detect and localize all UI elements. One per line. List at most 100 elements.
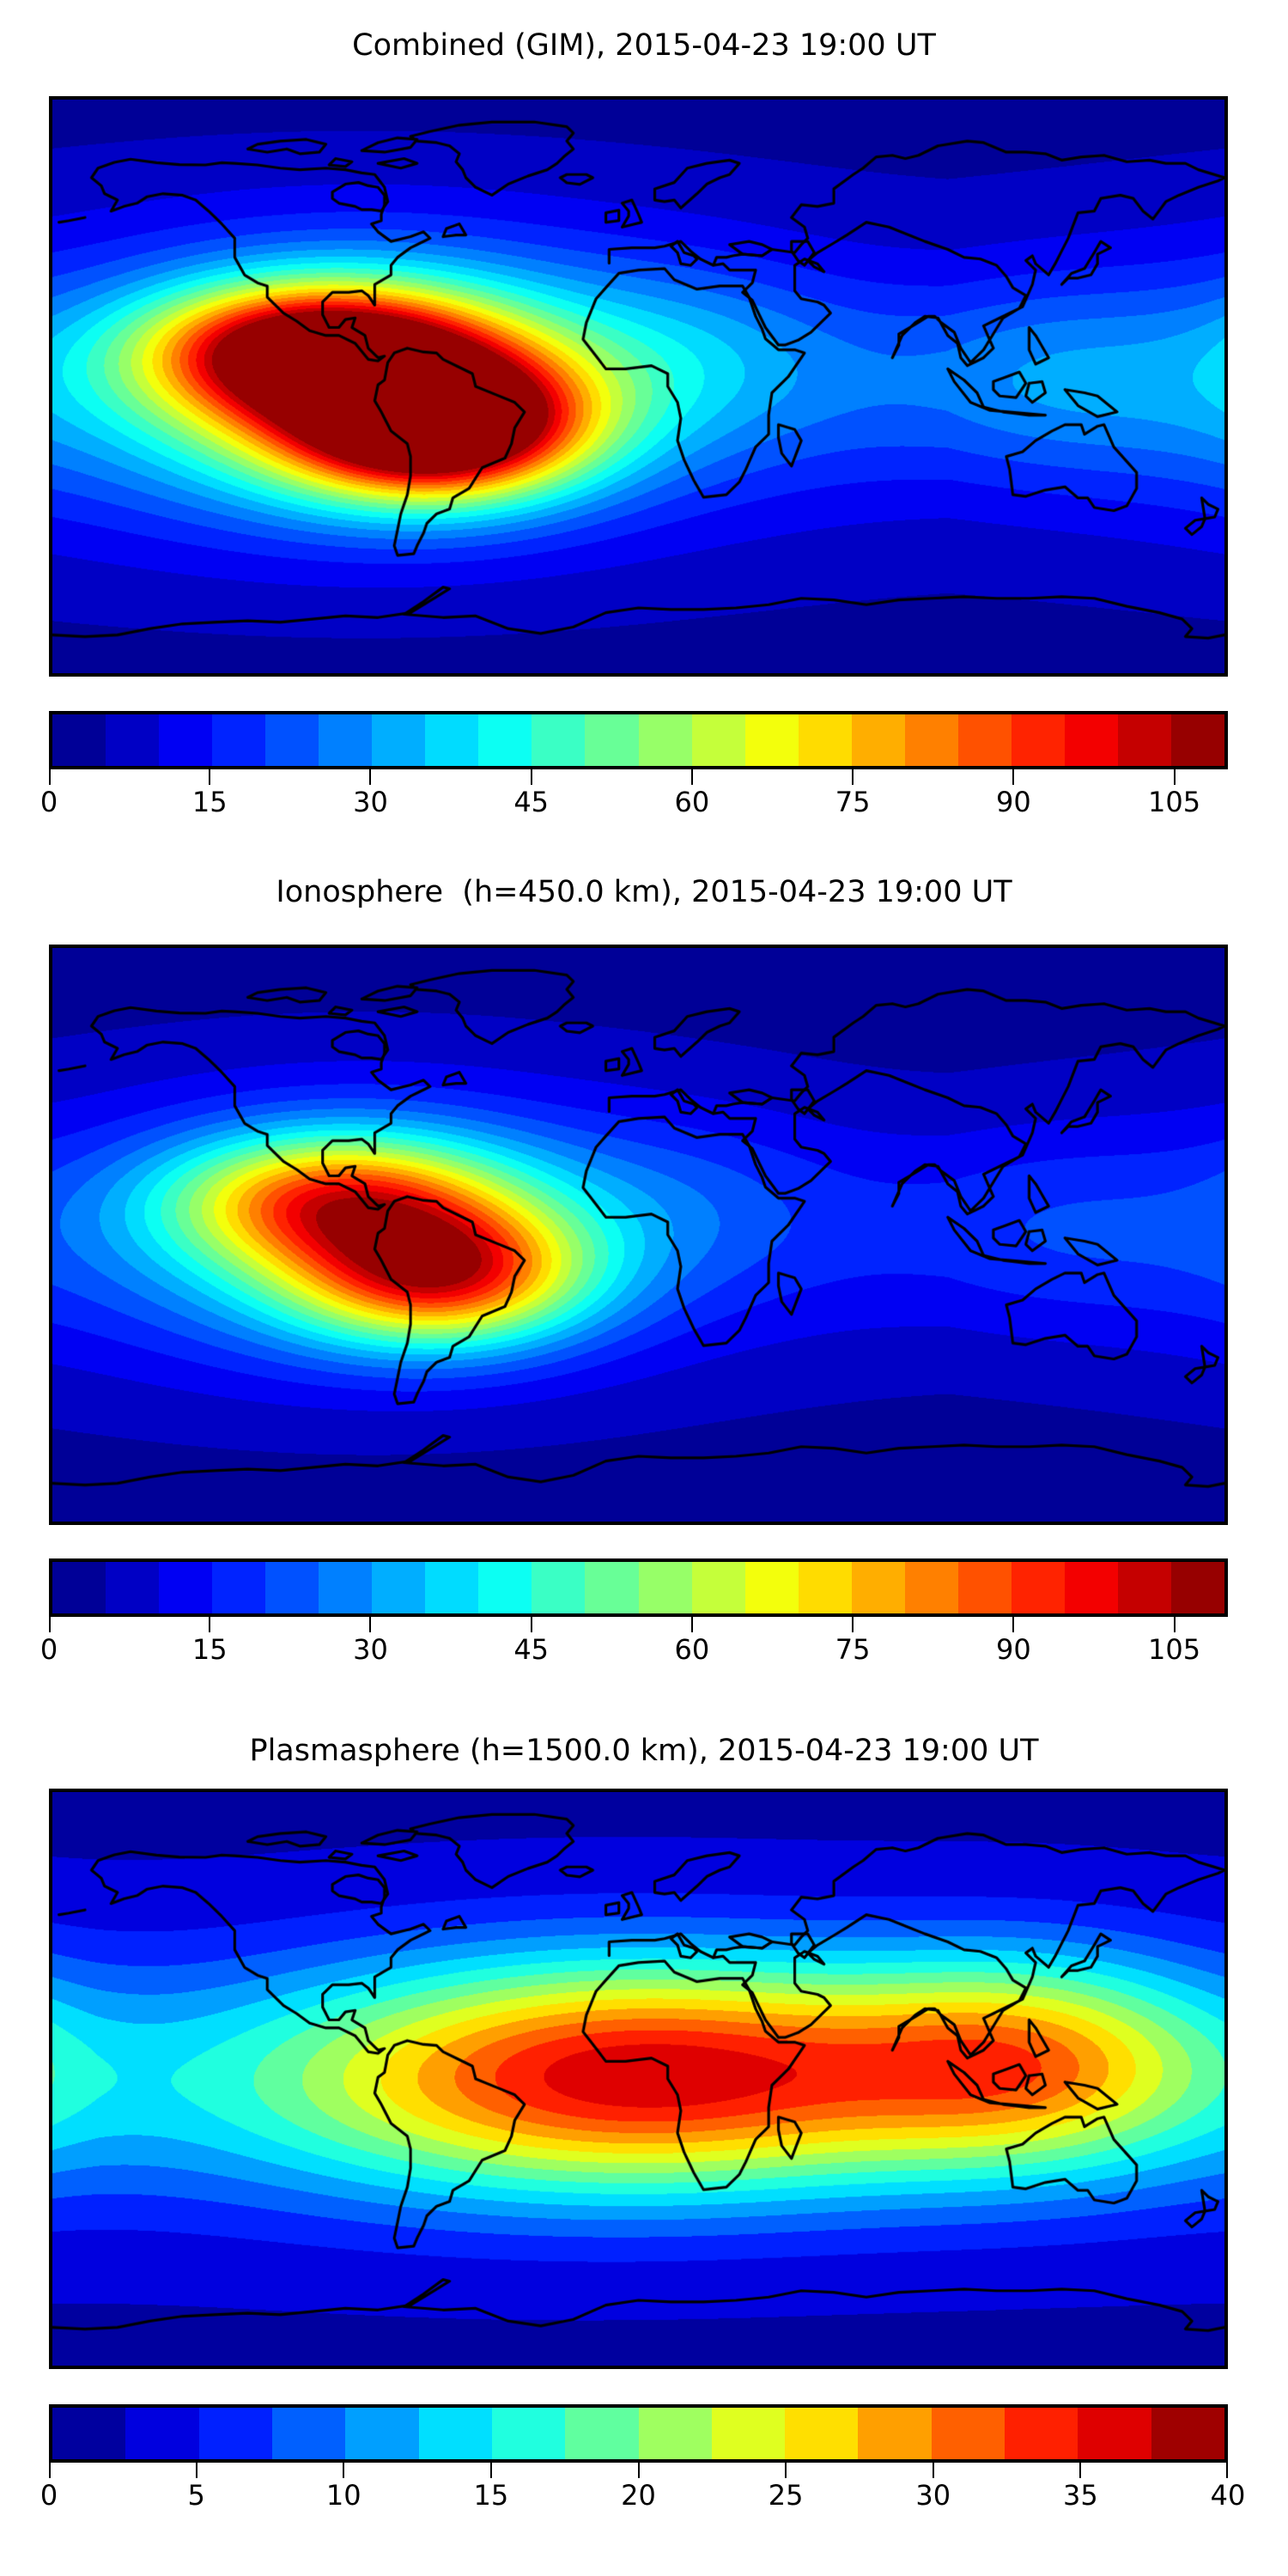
colorbar-tick-label: 40	[1210, 2479, 1246, 2512]
colorbar-tick-label: 15	[191, 1633, 228, 1666]
colorbar-bands-plasmasphere	[49, 2404, 1228, 2463]
colorbar-tick	[690, 1617, 693, 1632]
colorbar-tick	[49, 1617, 51, 1632]
colorbar-band	[212, 1562, 266, 1613]
colorbar-tick-labels-combined-gim: 0 15 30 45 60 75 90 105	[40, 786, 1228, 828]
colorbar-band	[425, 1562, 479, 1613]
colorbar-tick-label: 60	[674, 786, 710, 818]
colorbar-band	[532, 714, 586, 766]
colorbar-band	[52, 1562, 106, 1613]
colorbar-band	[1117, 714, 1171, 766]
colorbar-tick-labels-plasmasphere: 0 5 10 15 20 25 30 35 40	[40, 2479, 1246, 2521]
colorbar-tick-label: 30	[915, 2479, 951, 2512]
colorbar-band	[785, 2408, 859, 2459]
map-axes-combined-gim	[49, 96, 1228, 677]
colorbar-tick	[209, 1617, 211, 1632]
colorbar-tick	[932, 2463, 934, 2478]
colorbar-band	[798, 1562, 852, 1613]
colorbar-band	[904, 714, 958, 766]
colorbar-band	[585, 714, 639, 766]
colorbar-tick	[1173, 769, 1176, 785]
colorbar-band	[1011, 1562, 1065, 1613]
colorbar-band	[565, 2408, 639, 2459]
colorbar-combined-gim: 0 15 30 45 60 75 90 105	[40, 711, 1228, 828]
colorbar-band	[106, 1562, 160, 1613]
colorbar-tick-label: 75	[835, 1633, 871, 1666]
colorbar-band	[851, 714, 905, 766]
colorbar-bands-combined-gim	[49, 711, 1228, 769]
colorbar-band	[957, 1562, 1012, 1613]
colorbar-ticks-plasmasphere	[49, 2463, 1228, 2480]
colorbar-band	[957, 714, 1012, 766]
colorbar-band	[1005, 2408, 1078, 2459]
colorbar-tick	[195, 2463, 197, 2478]
colorbar-tick-label: 25	[768, 2479, 804, 2512]
colorbar-tick	[343, 2463, 345, 2478]
colorbar-tick-label: 35	[1063, 2479, 1098, 2512]
tec-map-plasmasphere	[52, 1792, 1224, 2366]
colorbar-band	[1011, 714, 1065, 766]
colorbar-band	[345, 2408, 419, 2459]
panel-title-ionosphere: Ionosphere (h=450.0 km), 2015-04-23 19:0…	[276, 875, 1012, 909]
colorbar-tick-label: 0	[39, 2479, 58, 2512]
colorbar-ionosphere: 0 15 30 45 60 75 90 105	[40, 1558, 1228, 1675]
colorbar-tick	[209, 769, 211, 785]
colorbar-band	[931, 2408, 1005, 2459]
colorbar-tick	[49, 2463, 51, 2478]
colorbar-band	[319, 1562, 373, 1613]
colorbar-band	[159, 714, 213, 766]
colorbar-tick	[530, 769, 532, 785]
colorbar-tick-label: 75	[835, 786, 871, 818]
colorbar-tick	[369, 1617, 372, 1632]
colorbar-band	[372, 714, 426, 766]
colorbar-tick	[852, 769, 854, 785]
colorbar-tick-label: 10	[325, 2479, 361, 2512]
colorbar-tick-label: 60	[674, 1633, 710, 1666]
colorbar-tick-label: 30	[353, 1633, 388, 1666]
colorbar-band	[106, 714, 160, 766]
colorbar-band	[691, 1562, 745, 1613]
colorbar-bands-ionosphere	[49, 1558, 1228, 1617]
colorbar-band	[798, 714, 852, 766]
colorbar-tick-label: 90	[996, 1633, 1031, 1666]
colorbar-tick-label: 15	[191, 786, 228, 818]
colorbar-tick-labels-ionosphere: 0 15 30 45 60 75 90 105	[40, 1633, 1228, 1675]
colorbar-band	[265, 714, 319, 766]
colorbar-tick	[852, 1617, 854, 1632]
colorbar-tick-label: 0	[39, 786, 58, 818]
colorbar-band	[1170, 714, 1224, 766]
colorbar-band	[478, 1562, 532, 1613]
colorbar-band	[52, 714, 106, 766]
colorbar-band	[711, 2408, 786, 2459]
colorbar-band	[1078, 2408, 1151, 2459]
colorbar-band	[319, 714, 373, 766]
colorbar-band	[478, 714, 532, 766]
colorbar-band	[1151, 2408, 1224, 2459]
colorbar-ticks-combined-gim	[49, 769, 1228, 787]
colorbar-tick-label: 30	[353, 786, 388, 818]
colorbar-band	[159, 1562, 213, 1613]
colorbar-band	[372, 1562, 426, 1613]
colorbar-plasmasphere: 0 5 10 15 20 25 30 35 40	[40, 2404, 1246, 2521]
colorbar-tick-label: 45	[513, 1633, 550, 1666]
panel-title-combined-gim: Combined (GIM), 2015-04-23 19:00 UT	[352, 28, 936, 63]
colorbar-tick	[530, 1617, 532, 1632]
colorbar-tick	[1173, 1617, 1176, 1632]
colorbar-band	[638, 714, 692, 766]
colorbar-band	[744, 1562, 799, 1613]
colorbar-tick	[637, 2463, 640, 2478]
colorbar-band	[585, 1562, 639, 1613]
colorbar-tick-label: 90	[996, 786, 1031, 818]
colorbar-band	[418, 2408, 492, 2459]
colorbar-band	[425, 714, 479, 766]
colorbar-band	[265, 1562, 319, 1613]
colorbar-tick-label: 105	[1148, 786, 1201, 818]
colorbar-band	[1064, 714, 1118, 766]
colorbar-tick	[49, 769, 51, 785]
colorbar-tick	[785, 2463, 787, 2478]
colorbar-ticks-ionosphere	[49, 1617, 1228, 1634]
colorbar-band	[212, 714, 266, 766]
colorbar-tick-label: 105	[1148, 1633, 1201, 1666]
colorbar-band	[638, 1562, 692, 1613]
colorbar-band	[532, 1562, 586, 1613]
